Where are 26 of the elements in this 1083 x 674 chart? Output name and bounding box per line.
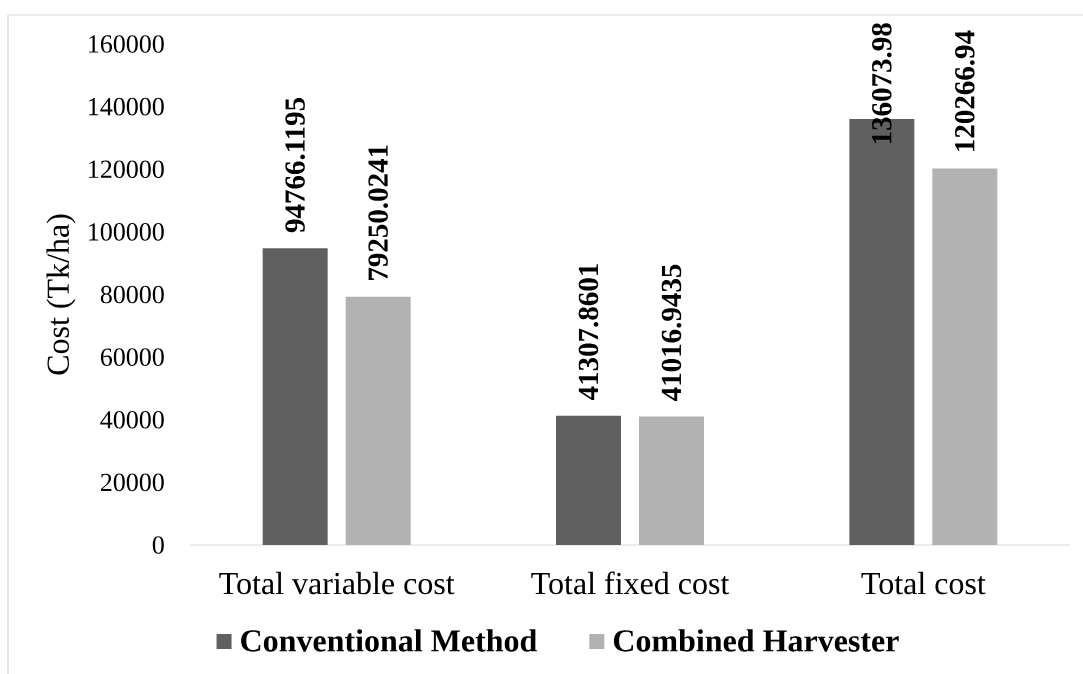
y-tick-label: 120000	[89, 160, 164, 179]
bar	[639, 416, 704, 545]
data-label: 41016.9435	[661, 264, 682, 401]
y-tick-label: 60000	[100, 348, 164, 366]
x-tick-label: Total cost	[861, 571, 986, 595]
x-tick-label: Total fixed cost	[531, 571, 730, 595]
y-tick-label: 80000	[100, 285, 164, 304]
legend-label: Conventional Method	[241, 629, 537, 652]
bar	[932, 168, 998, 545]
data-label: 120266.94	[955, 30, 975, 151]
data-label: 94766.1195	[285, 97, 305, 233]
data-label: 136073.98	[872, 23, 892, 144]
bar	[345, 296, 411, 545]
y-axis-title: Cost (Tk/ha)	[46, 214, 76, 375]
y-tick-label: 100000	[89, 223, 164, 241]
bar	[262, 248, 328, 545]
y-tick-label: 20000	[100, 473, 164, 492]
data-label: 79250.0241	[368, 145, 389, 280]
y-tick-label: 0	[152, 536, 164, 554]
bar	[556, 415, 621, 545]
legend-label: Combined Harvester	[613, 629, 899, 652]
data-label: 41307.8601	[578, 264, 599, 401]
y-tick-label: 160000	[89, 35, 164, 53]
y-tick-label: 40000	[100, 410, 164, 429]
x-tick-label: Total variable cost	[219, 571, 455, 595]
y-tick-label: 140000	[89, 97, 164, 116]
